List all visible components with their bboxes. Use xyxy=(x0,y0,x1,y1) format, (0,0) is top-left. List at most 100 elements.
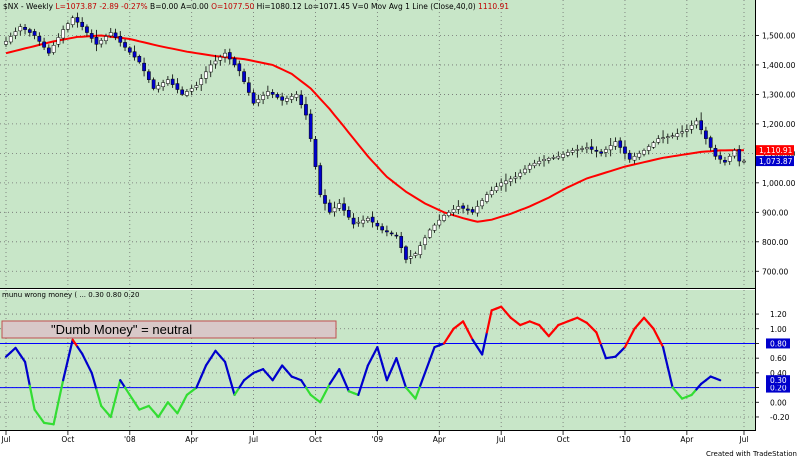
candle-body-140 xyxy=(670,135,675,137)
candle-body-74 xyxy=(356,221,361,224)
candle-body-154 xyxy=(737,149,742,162)
candle-body-69 xyxy=(332,207,337,213)
candle-body-153 xyxy=(732,150,737,157)
oscillator-segment-79 xyxy=(381,362,389,382)
chart-header: $NX - Weekly L=1073.87 -2.89 -0.27% B=0.… xyxy=(3,2,509,11)
candle-body-66 xyxy=(318,165,323,195)
oscillator-last-label: 0.30 xyxy=(770,376,787,385)
price-axis: 700.00800.00900.001,000.001,100.001,200.… xyxy=(755,31,796,276)
candle-body-102 xyxy=(489,190,494,195)
candle-body-13 xyxy=(66,23,70,30)
candle-body-91 xyxy=(437,219,442,226)
oscillator-segment-14 xyxy=(71,338,79,348)
oscillator-segment-115 xyxy=(552,323,560,332)
header-stat-6: Hi=1080.12 xyxy=(257,2,304,11)
candle-body-84 xyxy=(404,246,408,260)
candle-body-139 xyxy=(665,136,670,138)
candle-body-143 xyxy=(685,129,689,132)
candle-body-48 xyxy=(232,58,237,66)
last-price-box xyxy=(756,156,794,167)
candle-body-133 xyxy=(637,153,642,158)
candle-body-97 xyxy=(465,208,470,211)
candle-body-141 xyxy=(675,133,680,137)
candle-body-79 xyxy=(380,226,384,231)
candle-body-41 xyxy=(199,78,204,85)
oscillator-segment-78 xyxy=(376,346,384,365)
oscillator-segment-30 xyxy=(147,404,155,413)
candle-body-76 xyxy=(366,217,370,222)
price-tick-label-2: 900.00 xyxy=(762,208,788,217)
x-tick-label-9: Oct xyxy=(557,435,570,444)
header-symbol: $NX - Weekly xyxy=(3,2,55,11)
oscillator-segment-82 xyxy=(395,357,403,374)
x-tick-label-11: Apr xyxy=(680,435,694,444)
oscillator-segment-83 xyxy=(400,371,408,389)
oscillator-segment-17 xyxy=(85,362,93,374)
oscillator-segment-124 xyxy=(595,331,603,347)
oscillator-segment-140 xyxy=(671,386,679,395)
candle-body-30 xyxy=(146,71,151,80)
price-tick-label-0: 700.00 xyxy=(762,267,788,276)
oscillator-segment-42 xyxy=(204,357,212,367)
candle-body-123 xyxy=(589,146,594,150)
candle-body-106 xyxy=(508,178,513,182)
oscillator-segment-144 xyxy=(690,388,698,397)
x-tick-label-8: Jul xyxy=(496,435,506,444)
candle-body-62 xyxy=(299,94,304,105)
credit-text: Created with TradeStation xyxy=(706,450,797,458)
candle-body-89 xyxy=(427,229,432,238)
oscillator-segment-104 xyxy=(500,305,508,314)
candle-body-46 xyxy=(223,52,227,58)
candle-body-90 xyxy=(432,224,437,231)
oscillator-segment-27 xyxy=(133,401,141,411)
candle-body-130 xyxy=(623,146,627,154)
candle-body-42 xyxy=(204,71,208,79)
candle-body-94 xyxy=(451,209,456,213)
oscillator-segment-141 xyxy=(676,391,684,400)
candle-body-59 xyxy=(285,98,289,102)
oscillator-segment-45 xyxy=(219,355,227,363)
oscillator-segment-86 xyxy=(414,384,422,400)
header-stat-8: V=0 xyxy=(352,2,371,11)
candle-body-86 xyxy=(413,253,418,256)
oscillator-segment-6 xyxy=(33,408,41,418)
candle-body-99 xyxy=(475,206,480,214)
candle-body-68 xyxy=(327,202,332,213)
x-tick-label-7: Apr xyxy=(433,435,447,444)
candle-body-10 xyxy=(51,45,56,53)
oscillator-segment-32 xyxy=(157,408,165,419)
oscillator-segment-105 xyxy=(504,311,512,319)
candle-body-17 xyxy=(85,26,89,33)
oscillator-segment-23 xyxy=(114,379,122,400)
price-tick-label-8: 1,500.00 xyxy=(762,31,796,40)
candle-body-32 xyxy=(156,85,161,90)
osc-tick-label-3: 0.40 xyxy=(770,369,787,378)
oscillator-segment-70 xyxy=(338,368,346,382)
x-tick-label-4: Jul xyxy=(248,435,258,444)
x-tick-label-10: '10 xyxy=(619,435,631,444)
oscillator-segment-2 xyxy=(14,346,22,356)
oscillator-segment-48 xyxy=(233,386,241,397)
candle-body-87 xyxy=(418,245,423,255)
candle-body-16 xyxy=(80,21,85,27)
x-tick-label-0: Jul xyxy=(0,435,10,444)
candle-body-103 xyxy=(494,186,499,191)
oscillator-segment-76 xyxy=(366,355,374,367)
price-tick-label-7: 1,400.00 xyxy=(762,61,796,70)
candle-body-7 xyxy=(37,35,42,42)
oscillator-segment-7 xyxy=(38,415,46,424)
oscillator-segment-4 xyxy=(23,360,31,387)
oscillator-segment-15 xyxy=(76,345,84,355)
oscillator-segment-11 xyxy=(57,379,65,404)
oscillator-segment-13 xyxy=(66,338,74,362)
candle-body-75 xyxy=(361,219,365,224)
oscillator-segment-10 xyxy=(52,401,60,426)
candle-body-61 xyxy=(294,94,299,98)
candle-body-100 xyxy=(480,200,484,207)
candle-body-127 xyxy=(608,145,613,151)
header-stat-7: Lo=1071.45 xyxy=(304,2,352,11)
candle-body-88 xyxy=(423,237,427,245)
ma-value-label: 1,110.91 xyxy=(759,146,793,155)
candle-body-15 xyxy=(75,17,80,23)
oscillator-segment-36 xyxy=(176,403,184,415)
